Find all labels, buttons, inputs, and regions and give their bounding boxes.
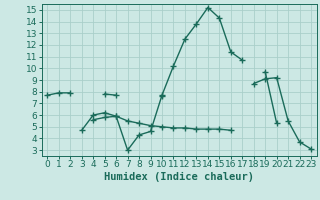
X-axis label: Humidex (Indice chaleur): Humidex (Indice chaleur) bbox=[104, 172, 254, 182]
